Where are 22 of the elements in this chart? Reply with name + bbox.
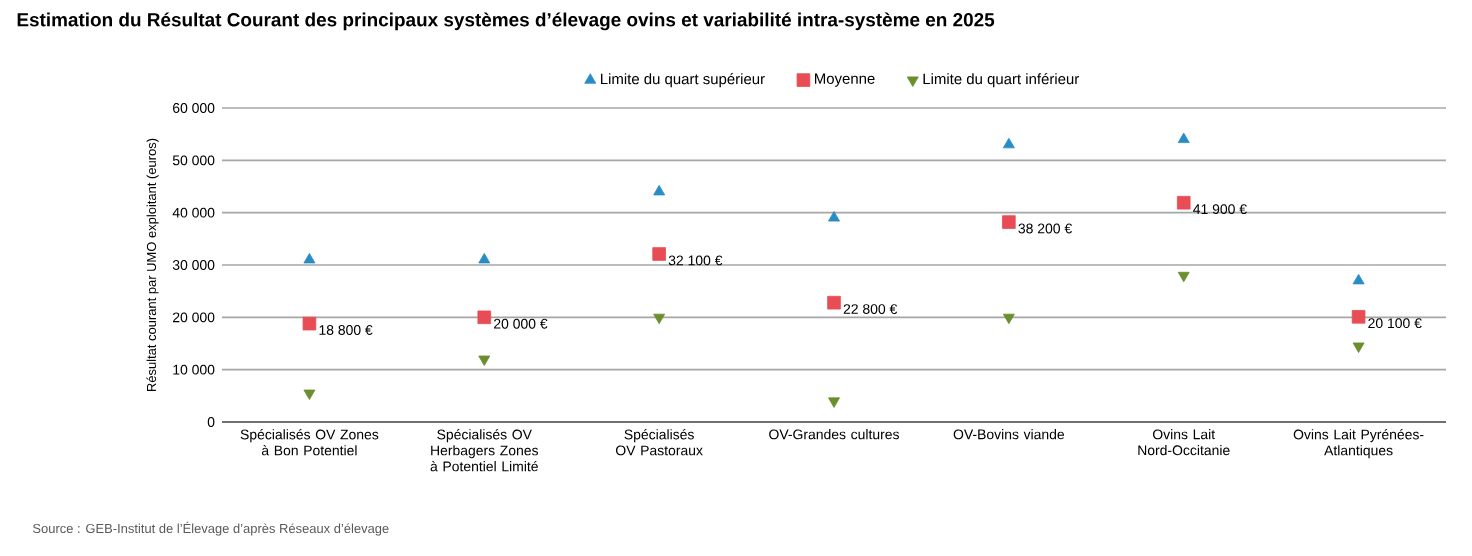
point bbox=[652, 247, 666, 261]
point bbox=[1002, 215, 1016, 229]
point bbox=[303, 389, 316, 400]
point bbox=[1002, 313, 1015, 325]
point bbox=[1176, 195, 1191, 210]
point bbox=[1352, 342, 1365, 353]
point bbox=[1177, 132, 1190, 143]
point bbox=[478, 253, 491, 264]
point bbox=[653, 184, 666, 196]
point bbox=[302, 316, 317, 331]
point bbox=[477, 310, 492, 325]
point bbox=[1002, 137, 1015, 149]
point bbox=[1177, 271, 1190, 283]
point bbox=[478, 355, 491, 366]
point bbox=[1352, 273, 1365, 285]
point bbox=[828, 397, 840, 408]
point bbox=[828, 211, 840, 222]
point bbox=[303, 253, 316, 264]
point bbox=[827, 295, 841, 310]
point bbox=[1351, 310, 1366, 324]
point bbox=[653, 313, 666, 325]
chart-title: Estimation du Résultat Courant des principaux systèmes d’élevage ovins et variabilité intra-système en 2025 bbox=[17, 12, 995, 31]
